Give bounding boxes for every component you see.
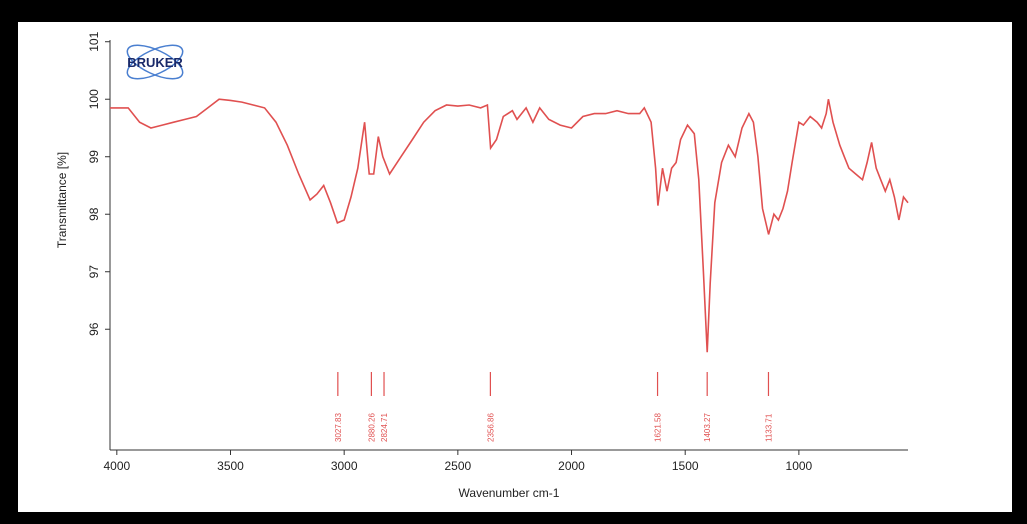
logo-orbit (126, 44, 184, 80)
x-tick-label: 2000 (558, 459, 585, 473)
x-tick-label: 1500 (672, 459, 699, 473)
peak-label: 1621.58 (654, 413, 663, 442)
y-tick-label: 98 (87, 207, 101, 221)
x-tick-label: 3500 (217, 459, 244, 473)
y-tick-label: 96 (87, 322, 101, 336)
x-tick-label: 2500 (444, 459, 471, 473)
logo: BRUKER (126, 44, 184, 80)
y-tick-label: 100 (87, 89, 101, 109)
peak-label: 1403.27 (703, 413, 712, 442)
y-tick-label: 101 (87, 31, 101, 51)
peak-label: 2824.71 (380, 413, 389, 442)
x-axis-label: Wavenumber cm-1 (459, 486, 560, 500)
peak-label: 2880.26 (367, 413, 376, 442)
panel (18, 22, 1012, 512)
peak-label: 2356.86 (486, 413, 495, 442)
peak-label: 3027.83 (334, 413, 343, 442)
x-tick-label: 3000 (331, 459, 358, 473)
y-axis-label: Transmittance [%] (55, 152, 69, 248)
x-tick-label: 4000 (103, 459, 130, 473)
peak-label: 1133.71 (764, 413, 773, 442)
spectrum-line (110, 98, 909, 353)
logo-orbit (126, 44, 184, 80)
x-tick-label: 1000 (786, 459, 813, 473)
y-tick-label: 99 (87, 150, 101, 164)
y-tick-label: 97 (87, 265, 101, 279)
logo-text: BRUKER (127, 55, 183, 70)
